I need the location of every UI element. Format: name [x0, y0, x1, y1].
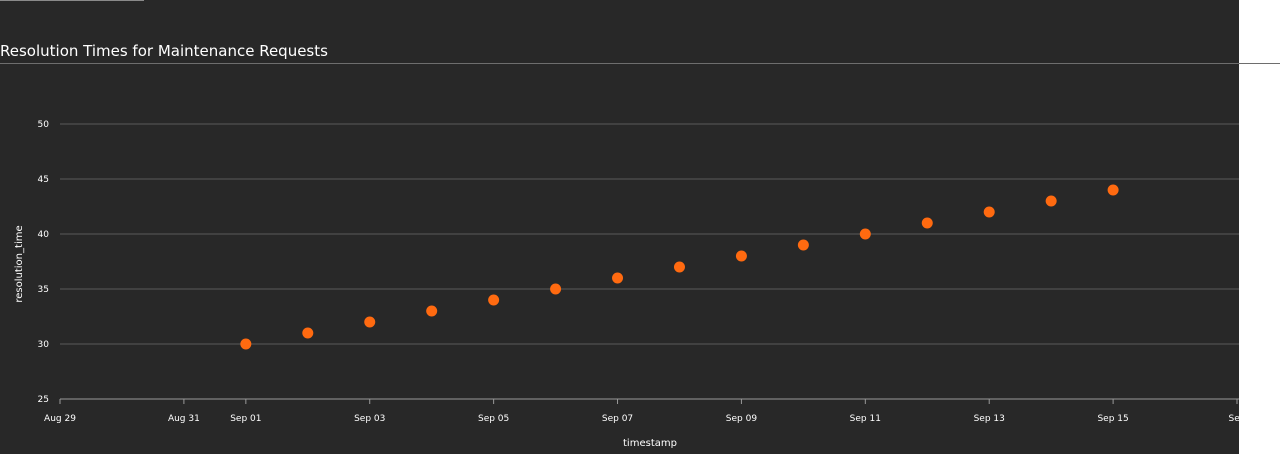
chart-title: Resolution Times for Maintenance Request…: [0, 42, 328, 60]
data-point: [735, 250, 747, 262]
chart-panel: [0, 0, 1239, 454]
title-divider: [0, 63, 1280, 64]
y-axis-title: resolution_time: [14, 225, 25, 302]
y-tick-label: 35: [38, 285, 49, 295]
data-point: [859, 228, 871, 240]
x-tick-label: Sep 13: [974, 414, 1005, 424]
x-tick-label: Sep 15: [1097, 414, 1128, 424]
scatter-plot: 25 30 35 40 45 50 Aug 29 Aug 31 Sep 01 Sep 03 Sep …: [14, 120, 1239, 449]
data-point: [797, 239, 809, 251]
x-tick-label: Aug 29: [44, 414, 76, 424]
data-point: [612, 272, 624, 284]
data-point: [240, 338, 252, 350]
data-point: [488, 294, 500, 306]
x-tick-label: Sep 05: [478, 414, 509, 424]
data-point: [1107, 184, 1119, 196]
tab-indicator: [0, 0, 144, 1]
data-point: [426, 305, 438, 317]
x-tick-label: Sep 11: [850, 414, 881, 424]
data-point: [302, 327, 314, 339]
x-tick-label: Sep: [1229, 414, 1239, 424]
y-tick-label: 45: [38, 175, 49, 185]
x-tick-label: Sep 01: [230, 414, 261, 424]
y-tick-label: 30: [38, 340, 50, 350]
y-tick-label: 25: [38, 395, 49, 405]
data-point: [1045, 195, 1057, 207]
x-tick-label: Sep 03: [354, 414, 385, 424]
data-point: [983, 206, 995, 218]
x-axis-title: timestamp: [623, 438, 677, 449]
x-tick-label: Aug 31: [168, 414, 200, 424]
x-tick-label: Sep 07: [602, 414, 633, 424]
x-tick-label: Sep 09: [726, 414, 758, 424]
data-point: [550, 283, 562, 295]
data-point: [364, 316, 376, 328]
data-point: [673, 261, 685, 273]
y-tick-label: 50: [38, 120, 50, 130]
data-point: [921, 217, 933, 229]
y-tick-label: 40: [38, 230, 50, 240]
